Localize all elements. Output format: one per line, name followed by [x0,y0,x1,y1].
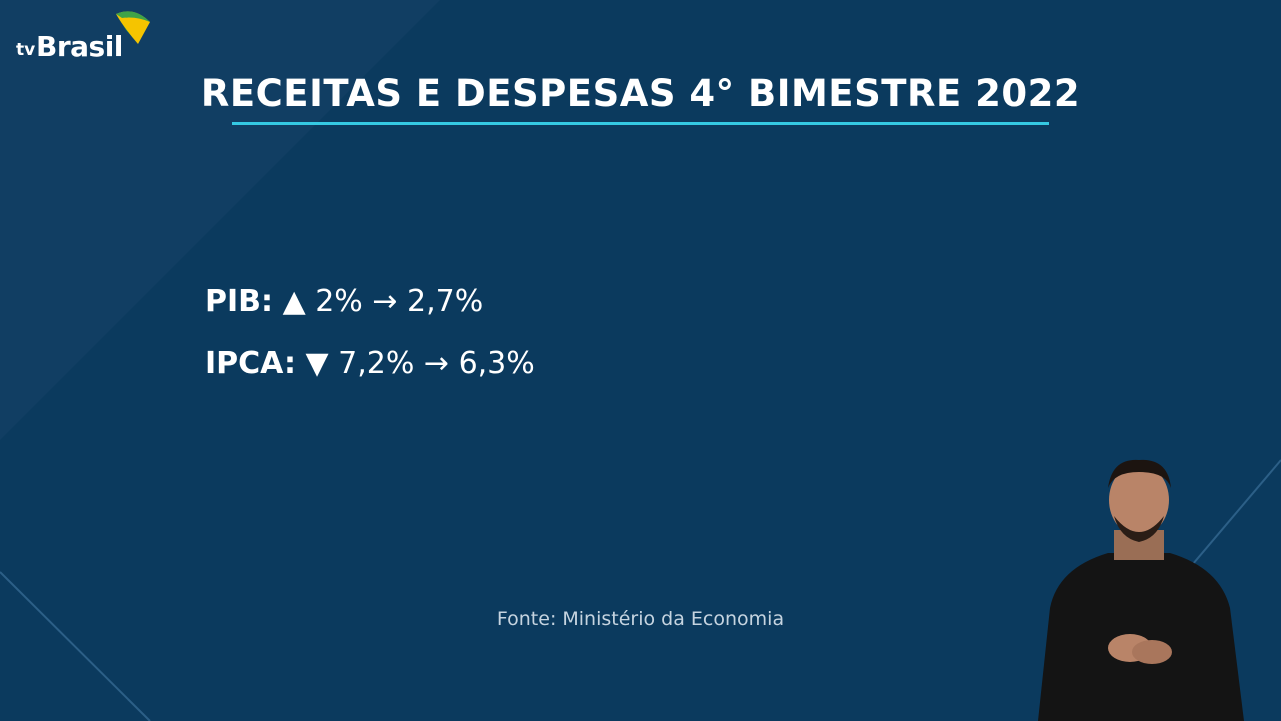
tv-brasil-logo: tv Brasil [14,8,164,68]
logo-flag-icon [116,11,150,45]
sign-language-interpreter [1038,459,1244,721]
stat-to-value: 6,3% [458,346,535,381]
triangle-down-icon: ▼ [305,346,329,381]
page-title: RECEITAS E DESPESAS 4° BIMESTRE 2022 [200,72,1081,115]
stat-from-value: 2% [315,284,363,319]
title-underline [232,122,1049,125]
stat-label: IPCA: [205,346,296,381]
stat-row-pib: PIB: ▲ 2% → 2,7% [205,284,483,319]
stat-from-value: 7,2% [338,346,415,381]
stat-to-value: 2,7% [407,284,484,319]
triangle-up-icon: ▲ [282,284,306,319]
stat-label: PIB: [205,284,274,319]
logo-brasil-text: Brasil [36,30,123,63]
arrow-right-icon: → [423,346,450,381]
source-caption: Fonte: Ministério da Economia [496,608,785,630]
arrow-right-icon: → [372,284,398,319]
logo-tv-text: tv [16,40,36,60]
stat-row-ipca: IPCA: ▼ 7,2% → 6,3% [205,346,535,381]
